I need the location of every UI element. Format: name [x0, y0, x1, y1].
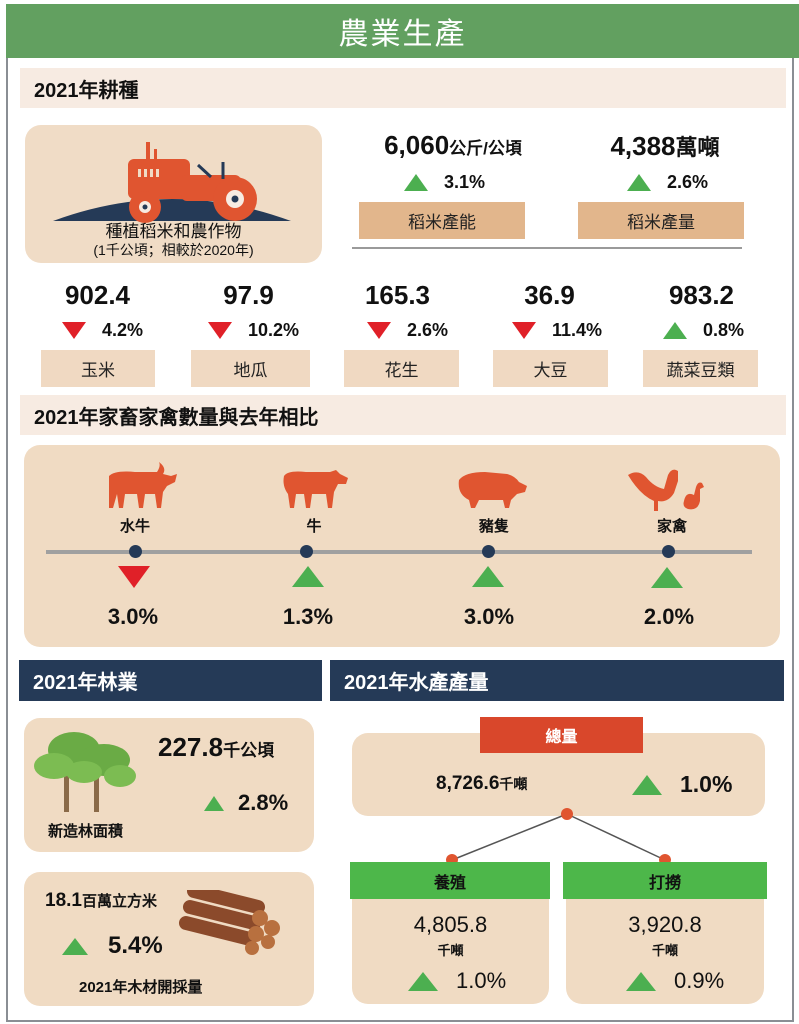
section-heading-text: 2021年家畜家禽數量與去年相比 [34, 406, 319, 429]
rice-yield-value: 6,060公斤/公頃 [384, 130, 522, 160]
section-heading-text: 2021年耕種 [34, 79, 139, 102]
timber-card: 18.1百萬立方米 5.4% 2021年木材開採量 [24, 872, 314, 1006]
up-arrow-icon [472, 566, 504, 587]
timeline-dot [129, 545, 142, 558]
intro-sublabel: (1千公頃；相較於2020年) [93, 242, 254, 258]
water-buffalo-icon [109, 462, 177, 508]
page-title: 農業生產 [338, 18, 467, 51]
capture-unit: 千噸 [651, 943, 678, 958]
down-arrow-icon [512, 322, 536, 339]
logs-icon [178, 890, 280, 955]
crop-corn-value: 902.4 [64, 280, 131, 310]
livestock-label-poultry: 家禽 [656, 518, 687, 535]
timber-label: 2021年木材開採量 [79, 979, 203, 996]
up-arrow-icon [292, 566, 324, 587]
up-arrow-icon [404, 174, 428, 191]
rice-output-change: 2.6% [627, 172, 708, 193]
timber-value: 18.1百萬立方米 [45, 890, 157, 911]
crop-peanut-value: 165.3 [364, 280, 431, 310]
livestock-change-buffalo: 3.0% [107, 604, 159, 629]
livestock-change-poultry: 2.0% [643, 604, 695, 629]
timeline-dot [482, 545, 495, 558]
timeline-dot [300, 545, 313, 558]
afforestation-change: 2.8% [204, 790, 288, 816]
crop-peanut-change: 2.6% [367, 320, 448, 341]
up-arrow-icon [663, 322, 687, 339]
afforestation-card: 新造林面積 227.8千公頃 2.8% [24, 718, 314, 852]
up-arrow-icon [627, 174, 651, 191]
intro-label: 種植稻米和農作物 [105, 222, 242, 241]
page-frame [6, 4, 794, 1022]
aquaculture-label: 養殖 [350, 862, 550, 899]
trees-icon [34, 732, 136, 812]
fishery-total-label: 總量 [480, 717, 643, 753]
afforestation-label: 新造林面積 [48, 823, 124, 840]
timber-change: 5.4% [62, 932, 163, 960]
up-arrow-icon [408, 971, 438, 991]
fishery-total-change: 1.0% [632, 771, 732, 798]
title-banner: 農業生產 [6, 4, 799, 58]
branch-connector [446, 808, 671, 864]
cow-icon [283, 470, 348, 508]
fishery-total-value: 8,726.6千噸 [436, 773, 528, 794]
livestock-change-pig: 3.0% [463, 604, 515, 629]
crop-sweet-potato-value: 97.9 [223, 280, 274, 310]
up-arrow-icon [204, 795, 224, 811]
crop-vegetables-change: 0.8% [663, 320, 744, 341]
livestock-change-cow: 1.3% [282, 604, 334, 629]
crop-soybean-change: 11.4% [512, 320, 602, 341]
capture-value: 3,920.8 [628, 912, 702, 937]
afforestation-value: 227.8千公頃 [158, 732, 275, 762]
section-heading-forestry: 2021年林業 [19, 660, 322, 701]
divider [352, 247, 742, 249]
timeline-dot [662, 545, 675, 558]
aquaculture-unit: 千噸 [437, 943, 464, 958]
down-arrow-icon [367, 322, 391, 339]
livestock-label-cow: 牛 [306, 518, 322, 535]
livestock-label-pig: 豬隻 [478, 518, 509, 535]
section-heading-cultivation: 2021年耕種 [20, 68, 786, 108]
rice-output-label: 稻米產量 [578, 202, 744, 239]
poultry-icon [628, 469, 704, 511]
up-arrow-icon [632, 774, 662, 795]
rice-yield-change: 3.1% [404, 172, 485, 193]
timeline-line [46, 550, 752, 554]
section-heading-livestock: 2021年家畜家禽數量與去年相比 [20, 395, 786, 435]
crop-corn-label: 玉米 [41, 350, 155, 387]
crop-vegetables-label: 蔬菜豆類 [643, 350, 758, 387]
aquaculture-card: 4,805.8 千噸 1.0% [352, 862, 549, 1004]
up-arrow-icon [651, 567, 683, 588]
section-heading-text: 2021年林業 [33, 672, 138, 694]
pig-icon [458, 472, 527, 508]
aquaculture-change: 1.0% [408, 968, 506, 994]
down-arrow-icon [62, 322, 86, 339]
cultivation-intro-card: 種植稻米和農作物 (1千公頃；相較於2020年) [25, 125, 322, 263]
crop-peanut-label: 花生 [344, 350, 459, 387]
crop-soybean-label: 大豆 [493, 350, 608, 387]
capture-change: 0.9% [626, 968, 724, 994]
crop-sweet-potato-label: 地瓜 [191, 350, 310, 387]
capture-label: 打撈 [563, 862, 767, 899]
aquaculture-value: 4,805.8 [413, 912, 488, 937]
rice-yield-label: 稻米產能 [359, 202, 525, 239]
down-arrow-icon [118, 566, 150, 588]
crop-sweet-potato-change: 10.2% [208, 320, 299, 341]
up-arrow-icon [62, 937, 88, 955]
section-heading-text: 2021年水產產量 [344, 672, 489, 694]
rice-output-value: 4,388萬噸 [610, 131, 720, 161]
crop-corn-change: 4.2% [62, 320, 143, 341]
crop-vegetables-value: 983.2 [668, 280, 735, 310]
tractor-icon [53, 142, 291, 223]
livestock-label-buffalo: 水牛 [119, 518, 150, 535]
crop-soybean-value: 36.9 [524, 280, 575, 310]
up-arrow-icon [626, 971, 656, 991]
section-heading-fishery: 2021年水產產量 [330, 660, 784, 701]
down-arrow-icon [208, 322, 232, 339]
